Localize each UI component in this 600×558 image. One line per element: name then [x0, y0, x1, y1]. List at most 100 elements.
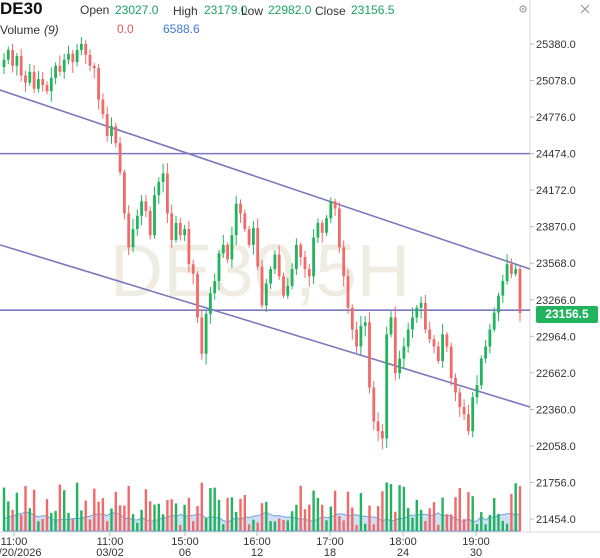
candle-body: [243, 213, 247, 230]
date-tick-label: 24: [397, 547, 409, 558]
high-label: High: [173, 4, 198, 18]
candle-body: [484, 346, 487, 359]
candle-body: [363, 322, 367, 326]
candle: [376, 412, 380, 442]
volume-bar: [28, 508, 31, 531]
volume-bar: [15, 492, 19, 531]
candle: [6, 46, 10, 65]
candle: [37, 70, 40, 93]
volume-bar: [75, 482, 79, 531]
candle: [286, 278, 290, 299]
candle: [230, 226, 234, 268]
volume-bar: [127, 485, 130, 531]
volume-bar: [342, 520, 345, 531]
candle: [458, 387, 462, 418]
volume-bar: [359, 493, 363, 531]
candle-body: [282, 276, 285, 296]
price-ticks: 25380.0 25078.0 24776.0 24474.0 24172.0 23870…: [530, 39, 576, 526]
volume-bar: [153, 504, 156, 531]
candle: [15, 53, 19, 76]
candle-body: [226, 244, 229, 260]
candle: [492, 307, 496, 333]
candle-body: [148, 210, 152, 236]
volume-bar: [445, 514, 449, 531]
candle: [153, 186, 156, 239]
candle: [131, 218, 135, 253]
candle: [363, 315, 367, 337]
candle: [505, 254, 509, 285]
volume-bar: [514, 483, 517, 531]
candle: [359, 315, 363, 355]
volume-bar: [346, 491, 350, 531]
candle-body: [419, 302, 423, 308]
candle: [49, 67, 53, 102]
candle-body: [316, 223, 320, 238]
trendlines[interactable]: [0, 89, 531, 408]
volume-bar: [273, 521, 277, 531]
candle-body: [479, 358, 483, 386]
volume-bar: [510, 493, 513, 531]
candle-body: [368, 322, 371, 388]
volume-bar: [372, 524, 375, 531]
candle-body: [505, 264, 509, 282]
volume-bar: [45, 499, 49, 531]
candle-body: [230, 235, 234, 260]
candle: [307, 263, 311, 287]
volume-bar: [50, 512, 53, 531]
candle: [436, 341, 440, 364]
candle: [58, 55, 62, 76]
volume-bar: [497, 513, 500, 531]
candle: [398, 350, 401, 379]
candle-body: [75, 50, 79, 63]
candle: [88, 49, 92, 72]
candle: [157, 177, 161, 205]
candle-body: [84, 44, 88, 55]
candle: [381, 424, 384, 450]
candle-body: [209, 293, 212, 314]
candle: [45, 81, 49, 95]
candle: [54, 62, 57, 85]
volume-bar: [243, 495, 246, 531]
volume-bar: [247, 524, 251, 531]
candle-body: [252, 227, 255, 245]
volume-bar: [106, 521, 109, 531]
candle: [101, 93, 105, 119]
candle: [510, 258, 513, 279]
candle: [368, 312, 371, 394]
candle-body: [346, 276, 350, 308]
candle: [221, 234, 225, 258]
candle-body: [6, 50, 10, 60]
candle: [277, 245, 281, 280]
volume-bar: [187, 497, 191, 531]
volume-bar: [467, 492, 470, 531]
candle: [256, 218, 260, 271]
candle: [320, 219, 324, 243]
candle: [260, 260, 264, 309]
candle-body: [174, 223, 178, 241]
candle: [97, 63, 100, 110]
candle: [475, 375, 479, 405]
volume-bar: [488, 515, 492, 531]
volume-bar: [316, 497, 320, 531]
symbol-label: DE30: [0, 0, 43, 18]
volume-bar: [398, 485, 401, 531]
candle-body: [475, 385, 479, 398]
candle-body: [277, 254, 281, 277]
volume-bar: [63, 490, 66, 531]
candle: [213, 273, 217, 300]
settings-icon[interactable]: [518, 3, 528, 13]
candle-body: [312, 237, 315, 277]
candle: [144, 195, 148, 218]
candle: [234, 195, 238, 245]
volume-bar: [256, 522, 259, 531]
volume-bar: [131, 514, 135, 531]
volume-bar: [286, 520, 289, 531]
candle: [346, 269, 350, 314]
close-icon[interactable]: [580, 3, 590, 14]
volume-bar: [54, 510, 57, 531]
volume-bar: [303, 509, 307, 531]
volume-period: (9): [44, 23, 59, 37]
candle-body: [114, 126, 118, 144]
volume-bar: [419, 509, 423, 531]
